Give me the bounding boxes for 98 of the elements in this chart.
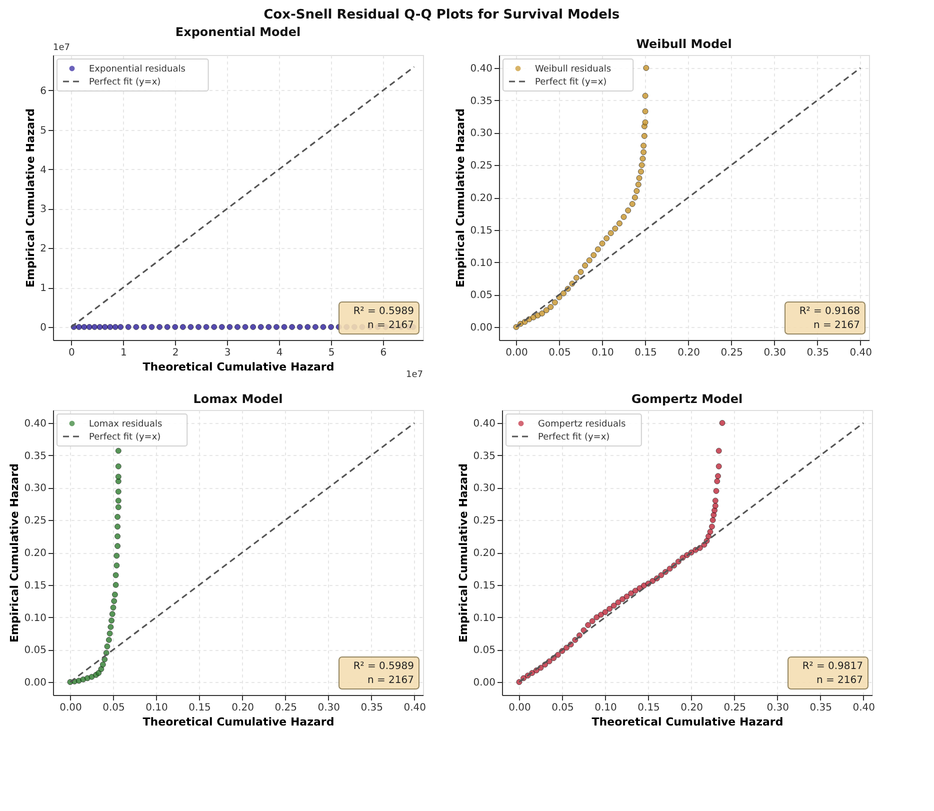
- x-tick-label: 3: [224, 348, 231, 358]
- y-tick-label: 0.10: [24, 612, 46, 624]
- text: 1e7: [406, 370, 423, 380]
- x-tick-label: 0.10: [594, 702, 617, 714]
- y-tick-label: 1: [40, 283, 46, 294]
- y-tick-label: 0: [40, 322, 46, 334]
- x-tick-label: 0.35: [360, 702, 384, 714]
- x-tick-label: 0.05: [548, 348, 571, 358]
- y-tick-label: 0.15: [473, 580, 496, 592]
- annotation: R² = 0.9817: [802, 661, 863, 672]
- y-tick-label: 0.40: [470, 63, 492, 74]
- x-tick-label: 0.25: [274, 702, 297, 714]
- y-tick-label: 0.00: [473, 678, 496, 689]
- annotation: n = 2167: [367, 320, 414, 331]
- y-tick-label: 0.10: [470, 258, 492, 269]
- y-axis-title: Empirical Cumulative Hazard: [454, 108, 468, 288]
- text: 1e7: [53, 43, 70, 53]
- y-tick-label: 0.35: [473, 450, 496, 462]
- y-tick-label: 0.35: [24, 450, 46, 462]
- x-tick-label: 0.20: [232, 702, 254, 714]
- x-axis-title: Theoretical Cumulative Hazard: [592, 716, 784, 728]
- legend-label: Perfect fit (y=x): [89, 432, 161, 442]
- y-tick-label: 4: [40, 164, 46, 176]
- x-tick-label: 0.35: [810, 702, 832, 714]
- y-tick-label: 0.05: [470, 290, 492, 302]
- x-tick-label: 0.00: [506, 348, 528, 358]
- y-tick-label: 0.30: [24, 483, 46, 494]
- x-tick-label: 0.40: [852, 702, 876, 714]
- y-tick-label: 0.05: [24, 645, 46, 656]
- x-tick-label: 2: [172, 348, 179, 358]
- y-tick-label: 0.00: [470, 322, 492, 334]
- x-tick-label: 0.15: [638, 702, 660, 714]
- y-tick-label: 0.05: [473, 645, 496, 656]
- x-tick-label: 0.40: [404, 702, 426, 714]
- annotation: R² = 0.5989: [353, 661, 414, 672]
- annotation: R² = 0.5989: [353, 306, 414, 317]
- y-tick-label: 5: [40, 125, 46, 136]
- x-tick-label: 0.05: [102, 702, 125, 714]
- legend-label: Perfect fit (y=x): [89, 78, 161, 88]
- x-tick-label: 1: [120, 348, 127, 358]
- x-tick-label: 0.30: [764, 348, 786, 358]
- chart-title: Gompertz Model: [631, 392, 743, 406]
- annotation: R² = 0.9168: [799, 306, 860, 317]
- y-tick-label: 0.30: [470, 128, 492, 140]
- y-tick-label: 0.00: [24, 678, 46, 689]
- legend-label: Perfect fit (y=x): [538, 432, 610, 442]
- x-tick-label: 0.05: [552, 702, 574, 714]
- annotation: n = 2167: [816, 675, 863, 686]
- y-tick-label: 0.35: [470, 96, 492, 107]
- x-tick-label: 0.25: [720, 348, 743, 358]
- annotation: n = 2167: [367, 675, 414, 686]
- text: Cox-Snell Residual Q-Q Plots for Survival Models: [264, 8, 620, 22]
- y-axis-title: Empirical Cumulative Hazard: [24, 108, 38, 288]
- x-tick-label: 0.20: [680, 702, 703, 714]
- x-axis-title: Theoretical Cumulative Hazard: [142, 716, 334, 728]
- x-tick-label: 0.00: [60, 702, 82, 714]
- x-tick-label: 0: [68, 348, 75, 358]
- chart-title: Lomax Model: [193, 392, 283, 406]
- legend-label: Weibull residuals: [535, 64, 612, 74]
- y-tick-label: 0.15: [470, 225, 492, 236]
- y-tick-label: 0.20: [473, 548, 496, 559]
- legend-label: Lomax residuals: [89, 420, 162, 430]
- x-tick-label: 0.00: [508, 702, 531, 714]
- x-tick-label: 0.30: [318, 702, 340, 714]
- x-tick-label: 0.20: [678, 348, 700, 358]
- y-tick-label: 0.40: [473, 418, 496, 430]
- y-tick-label: 3: [40, 204, 46, 216]
- y-tick-label: 0.25: [470, 160, 492, 172]
- legend-label: Perfect fit (y=x): [535, 78, 607, 88]
- x-tick-label: 0.25: [724, 702, 746, 714]
- y-tick-label: 0.40: [24, 418, 46, 430]
- legend-label: Gompertz residuals: [538, 420, 626, 430]
- x-tick-label: 0.15: [634, 348, 657, 358]
- x-tick-label: 5: [328, 348, 335, 358]
- x-tick-label: 0.15: [188, 702, 211, 714]
- y-tick-label: 0.10: [473, 612, 496, 624]
- x-tick-label: 0.40: [850, 348, 872, 358]
- annotation: n = 2167: [813, 320, 860, 331]
- y-tick-label: 0.25: [24, 516, 46, 527]
- y-tick-label: 0.20: [470, 193, 492, 204]
- y-tick-label: 6: [40, 86, 46, 97]
- x-tick-label: 6: [380, 348, 387, 358]
- y-tick-label: 2: [40, 244, 46, 255]
- y-tick-label: 0.30: [473, 483, 496, 494]
- y-axis-title: Empirical Cumulative Hazard: [457, 464, 470, 642]
- x-tick-label: 4: [276, 348, 283, 358]
- x-axis-title: Theoretical Cumulative Hazard: [142, 360, 334, 374]
- x-tick-label: 0.30: [766, 702, 789, 714]
- x-tick-label: 0.10: [146, 702, 168, 714]
- y-axis-title: Empirical Cumulative Hazard: [8, 464, 22, 642]
- chart-title: Weibull Model: [636, 37, 732, 51]
- y-tick-label: 0.15: [24, 580, 46, 592]
- chart-title: Exponential Model: [175, 25, 301, 39]
- y-tick-label: 0.20: [24, 548, 46, 559]
- legend-label: Exponential residuals: [89, 64, 186, 74]
- y-tick-label: 0.25: [473, 516, 496, 527]
- x-tick-label: 0.35: [806, 348, 830, 358]
- x-tick-label: 0.10: [592, 348, 614, 358]
